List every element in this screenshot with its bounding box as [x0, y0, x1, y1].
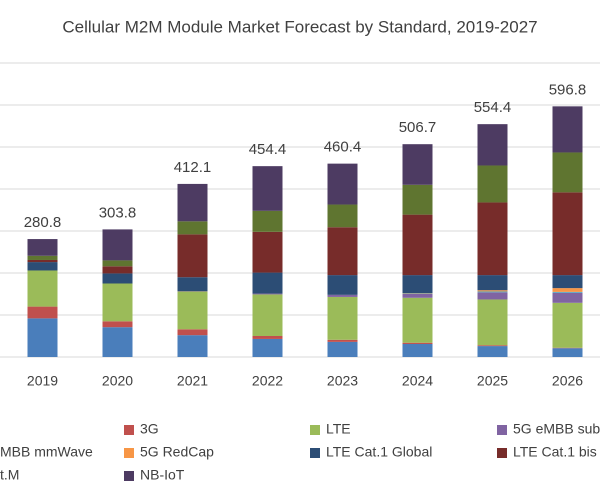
- bar-segment: [27, 306, 58, 319]
- bar-segment: [327, 163, 358, 205]
- bar-segment: [552, 292, 583, 303]
- bar-segment: [402, 343, 433, 357]
- bar-segment: [477, 292, 508, 300]
- bar-segment: [477, 124, 508, 166]
- bar-segment: [177, 277, 208, 292]
- bar-segment: [27, 239, 58, 256]
- chart-title: Cellular M2M Module Market Forecast by S…: [62, 17, 537, 36]
- legend-label: NB-IoT: [140, 467, 185, 483]
- total-label: 596.8: [549, 81, 587, 98]
- x-tick-label: 2023: [327, 373, 358, 389]
- bar-segment: [552, 288, 583, 292]
- bar-segment: [252, 338, 283, 357]
- legend-swatch: [497, 448, 507, 458]
- bar-segment: [402, 342, 433, 344]
- total-label: 506.7: [399, 119, 437, 136]
- total-label: 460.4: [324, 139, 362, 156]
- bar-segment: [552, 152, 583, 193]
- bar-segment: [102, 273, 133, 284]
- bar-segment: [327, 294, 358, 297]
- x-tick-label: 2026: [552, 373, 583, 389]
- legend-swatch: [310, 425, 320, 435]
- total-label: 412.1: [174, 159, 212, 176]
- total-label: 280.8: [24, 214, 62, 231]
- legend-swatch: [124, 425, 134, 435]
- bar-segment: [477, 165, 508, 203]
- bar-segment: [327, 204, 358, 228]
- bar-segment: [552, 348, 583, 357]
- bar-segment: [402, 294, 433, 298]
- bar-segment: [177, 183, 208, 222]
- bar-segment: [402, 144, 433, 185]
- bar-segment: [552, 106, 583, 153]
- bar-segment: [177, 221, 208, 235]
- bar-segment: [327, 339, 358, 342]
- bar-segment: [327, 341, 358, 357]
- bar-segment: [552, 275, 583, 289]
- bar-segment: [477, 299, 508, 346]
- x-tick-label: 2019: [27, 373, 58, 389]
- bar-segment: [27, 262, 58, 271]
- bar-segment: [327, 275, 358, 295]
- bar-segment: [402, 214, 433, 276]
- bar-segment: [27, 318, 58, 357]
- x-tick-label: 2022: [252, 373, 283, 389]
- bar-segment: [477, 346, 508, 357]
- bar-segment: [477, 290, 508, 292]
- bar-segment: [27, 259, 58, 263]
- bar-segment: [102, 260, 133, 267]
- bar-segment: [402, 184, 433, 215]
- legend-swatch: [124, 471, 134, 481]
- x-tick-label: 2021: [177, 373, 208, 389]
- bar-segment: [477, 291, 508, 293]
- bar-segment: [552, 192, 583, 276]
- bar-segment: [402, 297, 433, 343]
- bar-segment: [102, 321, 133, 328]
- bar-segment: [102, 266, 133, 274]
- bar-segment: [552, 302, 583, 348]
- x-tick-label: 2025: [477, 373, 508, 389]
- bar-segment: [27, 270, 58, 307]
- legend-swatch: [497, 425, 507, 435]
- legend-label: 5G RedCap: [140, 444, 214, 460]
- bar-segment: [177, 335, 208, 357]
- x-tick-label: 2024: [402, 373, 433, 389]
- bar-segment: [477, 202, 508, 276]
- bar-segment: [177, 329, 208, 336]
- bar-segment: [102, 229, 133, 261]
- legend-swatch: [124, 448, 134, 458]
- bar-segment: [252, 231, 283, 273]
- bar-segment: [327, 296, 358, 340]
- bar-segment: [177, 291, 208, 330]
- legend-label: LTE: [326, 421, 351, 437]
- bar-segment: [27, 255, 58, 260]
- legend-label: 5G eMBB sub: [513, 421, 600, 437]
- x-tick-label: 2020: [102, 373, 133, 389]
- bar-segment: [252, 294, 283, 336]
- bar-segment: [252, 210, 283, 232]
- bar-segment: [477, 345, 508, 347]
- bar-segment: [402, 275, 433, 294]
- bar-segment: [252, 166, 283, 211]
- total-label: 454.4: [249, 141, 287, 158]
- bar-segment: [252, 272, 283, 294]
- total-label: 303.8: [99, 204, 137, 221]
- legend-label: LTE Cat.1 bis: [513, 444, 597, 460]
- bar-segment: [102, 283, 133, 322]
- legend-label: MBB mmWave: [0, 444, 93, 460]
- bar-segment: [252, 336, 283, 339]
- bar-segment: [102, 327, 133, 357]
- bar-segment: [177, 234, 208, 278]
- bar-segment: [327, 227, 358, 276]
- bar-segment: [552, 291, 583, 293]
- legend-label: 3G: [140, 421, 159, 437]
- bar-segment: [252, 293, 283, 295]
- total-label: 554.4: [474, 99, 512, 116]
- legend-label: LTE Cat.1 Global: [326, 444, 432, 460]
- legend-label: t.M: [0, 467, 19, 483]
- bar-segment: [477, 275, 508, 291]
- legend-swatch: [310, 448, 320, 458]
